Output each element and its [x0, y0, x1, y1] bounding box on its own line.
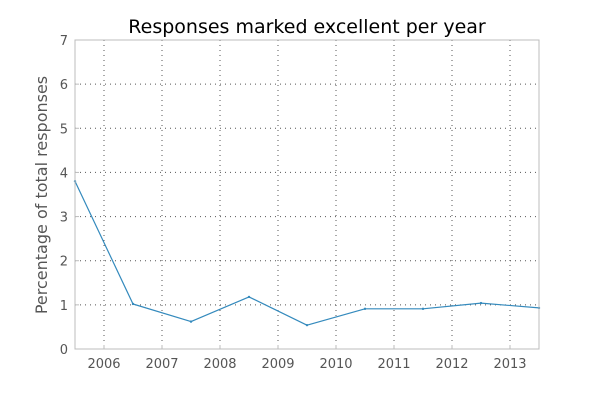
data-point [247, 295, 251, 299]
x-tick-label: 2012 [435, 357, 468, 372]
grid-lines [75, 40, 539, 349]
x-tick-label: 2013 [493, 357, 526, 372]
chart-title: Responses marked excellent per year [128, 16, 486, 38]
data-point [305, 323, 309, 327]
x-tick-label: 2006 [87, 357, 120, 372]
x-tick-label: 2011 [377, 357, 410, 372]
y-tick-label: 4 [60, 166, 68, 181]
y-axis-label: Percentage of total responses [32, 76, 51, 314]
y-tick-label: 7 [60, 34, 68, 49]
y-tick-label: 1 [60, 299, 68, 314]
y-tick-label: 5 [60, 122, 68, 137]
y-tick-label: 3 [60, 211, 68, 226]
x-tick-label: 2009 [261, 357, 294, 372]
series-layer [73, 180, 541, 327]
series-line [74, 181, 540, 326]
plot-frame [74, 39, 540, 350]
data-point [363, 307, 367, 311]
y-tick-label: 0 [60, 343, 68, 358]
axis-ticks: 0 1 2 3 4 5 6 7 2006 2007 2008 2009 2010 2011 2012 2013 [60, 34, 527, 372]
data-point [189, 320, 193, 323]
x-tick-label: 2008 [203, 357, 236, 372]
data-point [479, 301, 483, 305]
y-tick-label: 6 [60, 78, 68, 93]
y-tick-label: 2 [60, 255, 68, 270]
data-point [131, 302, 135, 306]
x-tick-label: 2010 [319, 357, 352, 372]
x-tick-label: 2007 [145, 357, 178, 372]
data-point [421, 307, 425, 311]
